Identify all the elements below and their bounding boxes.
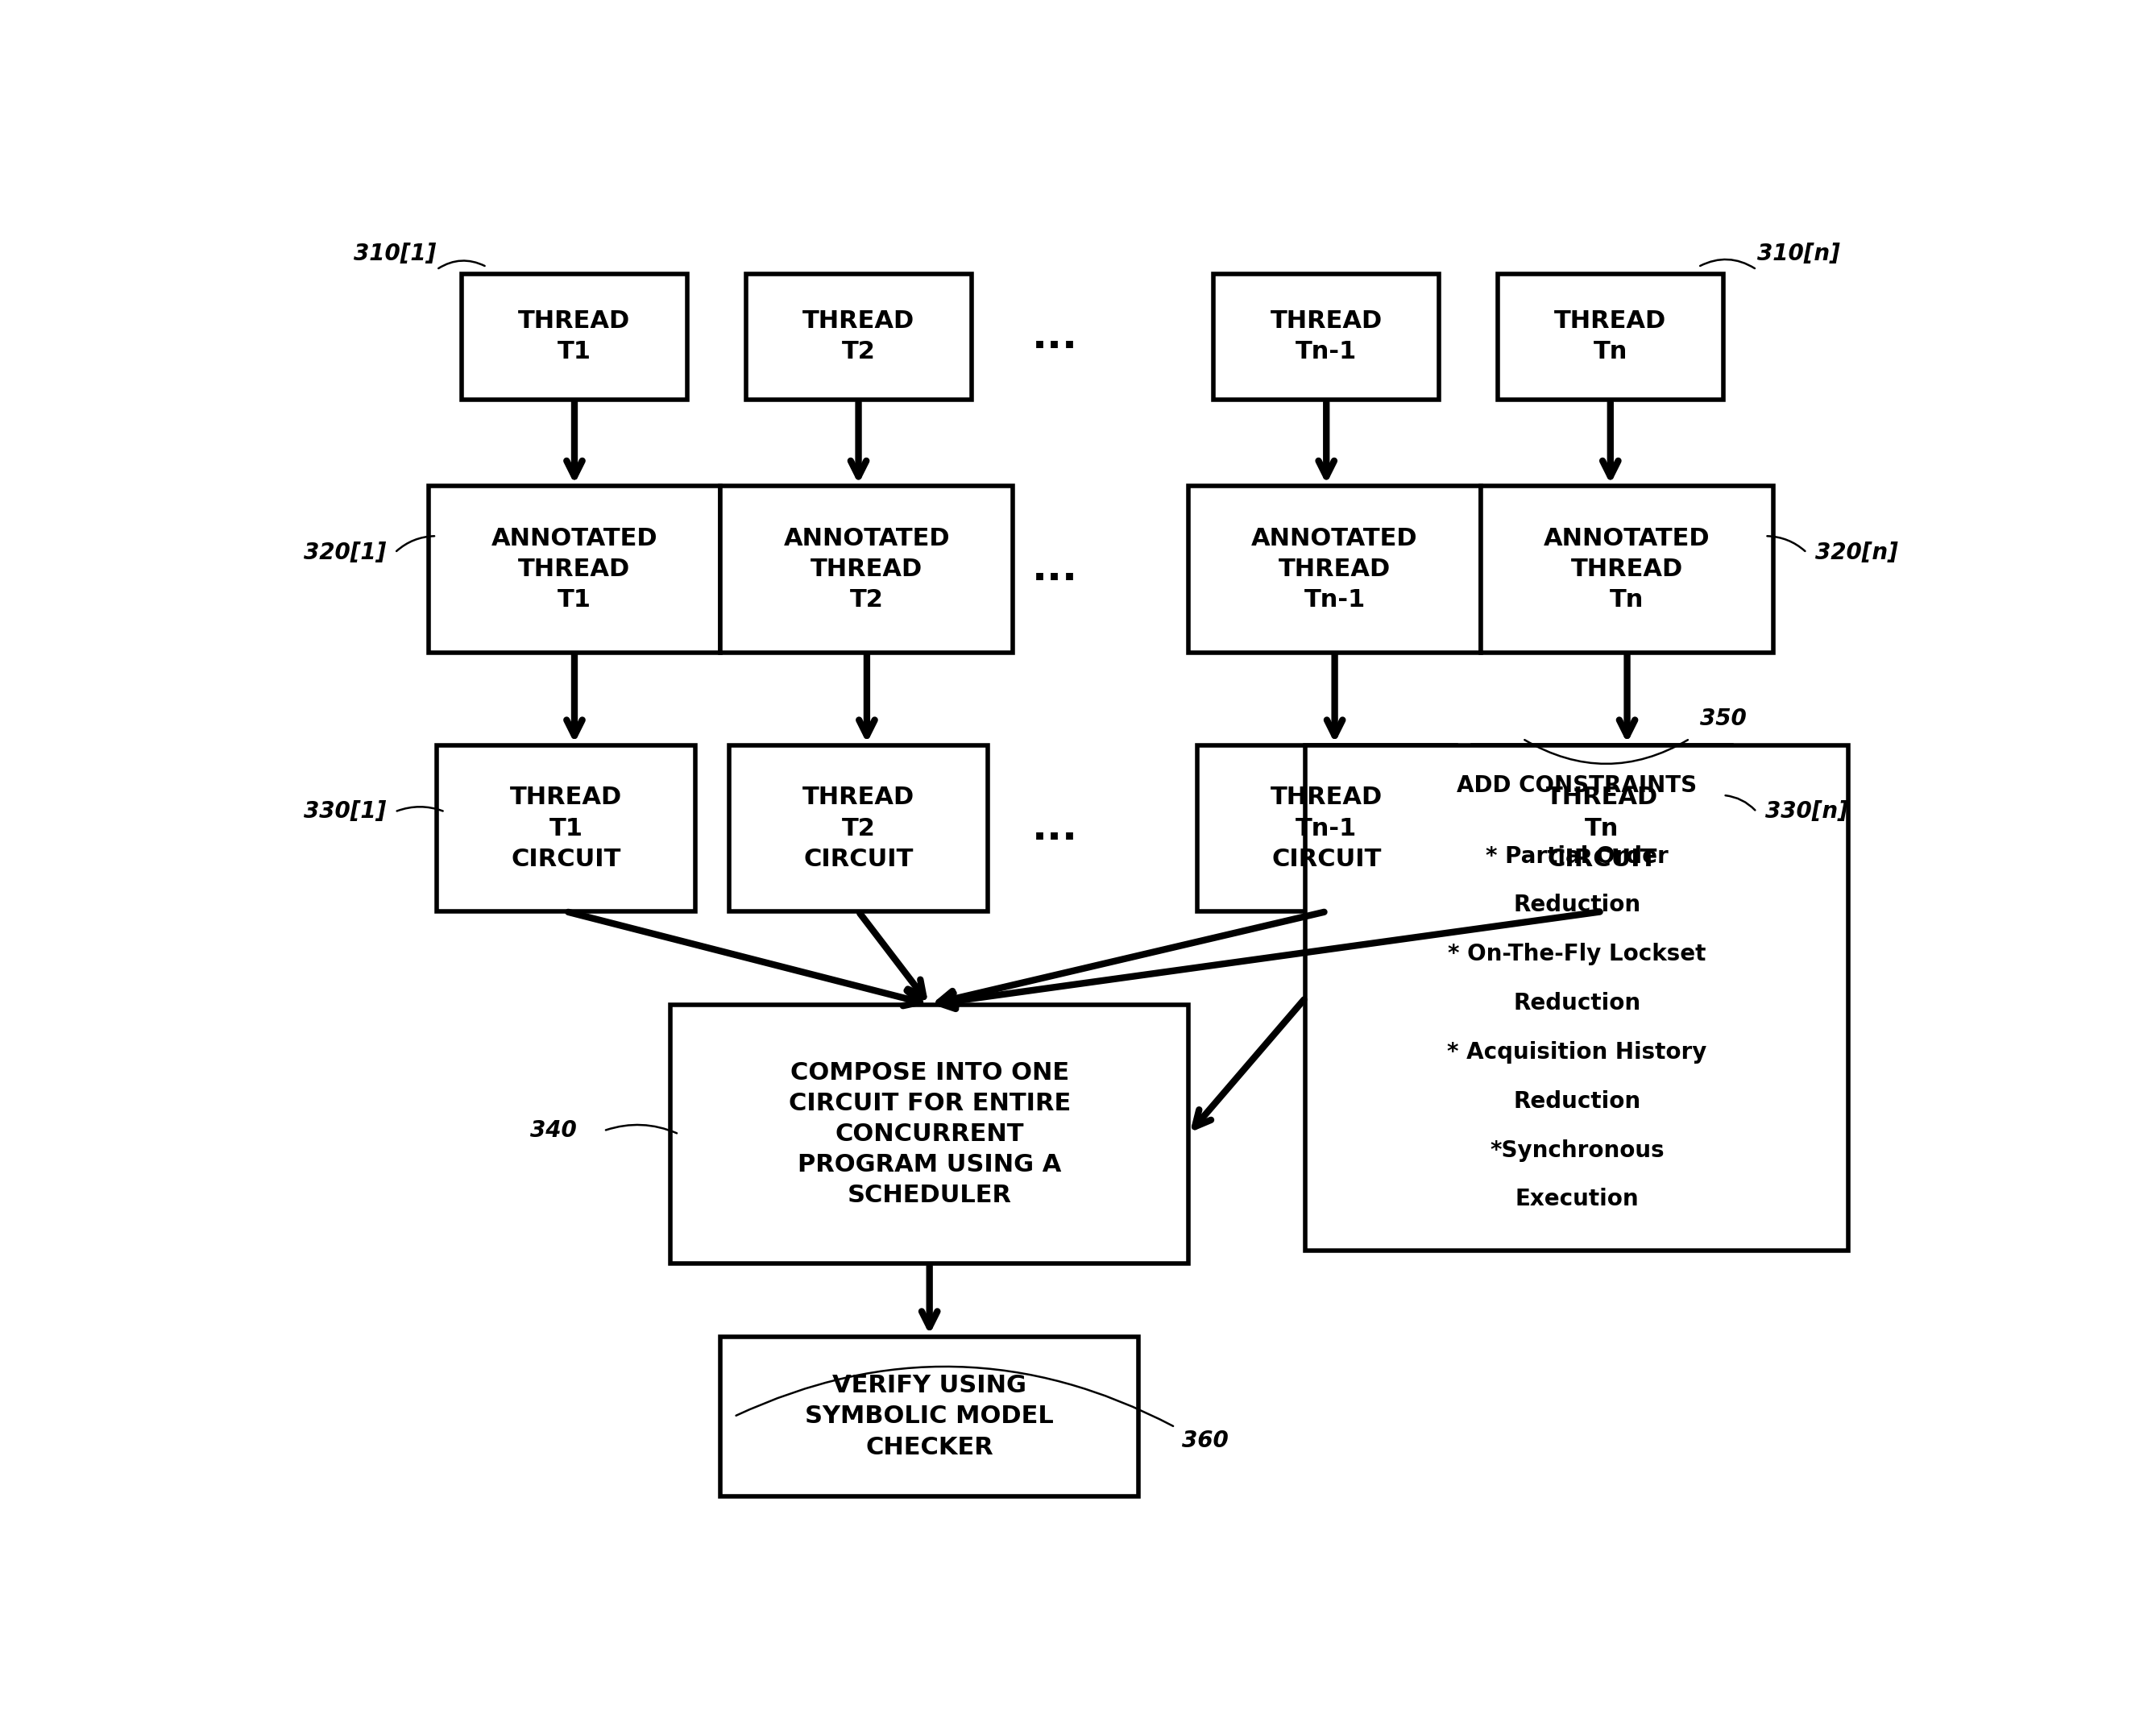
- Text: ADD CONSTRAINTS: ADD CONSTRAINTS: [1457, 773, 1697, 796]
- Text: ANNOTATED
THREAD
T2: ANNOTATED THREAD T2: [783, 526, 951, 611]
- Text: THREAD
T2: THREAD T2: [802, 309, 914, 364]
- FancyBboxPatch shape: [1481, 487, 1774, 652]
- FancyBboxPatch shape: [461, 273, 688, 400]
- FancyBboxPatch shape: [1188, 487, 1481, 652]
- Text: THREAD
T2
CIRCUIT: THREAD T2 CIRCUIT: [802, 785, 914, 872]
- Text: THREAD
Tn-1
CIRCUIT: THREAD Tn-1 CIRCUIT: [1270, 785, 1382, 872]
- FancyBboxPatch shape: [1214, 273, 1440, 400]
- Text: 340: 340: [530, 1120, 578, 1143]
- Text: COMPOSE INTO ONE
CIRCUIT FOR ENTIRE
CONCURRENT
PROGRAM USING A
SCHEDULER: COMPOSE INTO ONE CIRCUIT FOR ENTIRE CONC…: [789, 1061, 1072, 1208]
- FancyBboxPatch shape: [729, 746, 987, 911]
- FancyBboxPatch shape: [1197, 746, 1455, 911]
- Text: *Synchronous: *Synchronous: [1490, 1139, 1664, 1162]
- Text: 310[1]: 310[1]: [354, 242, 436, 264]
- FancyBboxPatch shape: [1498, 273, 1723, 400]
- FancyBboxPatch shape: [436, 746, 696, 911]
- Text: ...: ...: [1033, 318, 1078, 356]
- Text: ...: ...: [1033, 809, 1078, 847]
- Text: 360: 360: [1181, 1429, 1229, 1452]
- Text: 350: 350: [1699, 708, 1746, 730]
- Text: * Partial Order: * Partial Order: [1485, 846, 1669, 868]
- FancyBboxPatch shape: [671, 1005, 1188, 1263]
- FancyBboxPatch shape: [746, 273, 970, 400]
- Text: Reduction: Reduction: [1514, 1091, 1641, 1113]
- Text: THREAD
T1
CIRCUIT: THREAD T1 CIRCUIT: [511, 785, 623, 872]
- Text: 310[n]: 310[n]: [1757, 242, 1839, 264]
- FancyBboxPatch shape: [720, 487, 1013, 652]
- Text: Reduction: Reduction: [1514, 894, 1641, 917]
- FancyBboxPatch shape: [1307, 746, 1848, 1250]
- FancyBboxPatch shape: [429, 487, 720, 652]
- Text: 320[n]: 320[n]: [1815, 542, 1897, 564]
- FancyBboxPatch shape: [1473, 746, 1731, 911]
- Text: VERIFY USING
SYMBOLIC MODEL
CHECKER: VERIFY USING SYMBOLIC MODEL CHECKER: [804, 1374, 1054, 1458]
- Text: ...: ...: [1033, 551, 1078, 589]
- Text: 330[n]: 330[n]: [1766, 801, 1848, 823]
- FancyBboxPatch shape: [720, 1336, 1138, 1496]
- Text: Reduction: Reduction: [1514, 992, 1641, 1015]
- Text: * On-The-Fly Lockset: * On-The-Fly Lockset: [1449, 942, 1705, 965]
- Text: ANNOTATED
THREAD
Tn: ANNOTATED THREAD Tn: [1544, 526, 1710, 611]
- Text: ANNOTATED
THREAD
T1: ANNOTATED THREAD T1: [492, 526, 658, 611]
- Text: 320[1]: 320[1]: [304, 542, 386, 564]
- Text: THREAD
Tn-1: THREAD Tn-1: [1270, 309, 1382, 364]
- Text: 330[1]: 330[1]: [304, 801, 386, 823]
- Text: * Acquisition History: * Acquisition History: [1447, 1041, 1708, 1063]
- Text: THREAD
T1: THREAD T1: [517, 309, 630, 364]
- Text: THREAD
Tn: THREAD Tn: [1554, 309, 1667, 364]
- Text: Execution: Execution: [1516, 1187, 1639, 1210]
- Text: ANNOTATED
THREAD
Tn-1: ANNOTATED THREAD Tn-1: [1250, 526, 1419, 611]
- Text: THREAD
Tn
CIRCUIT: THREAD Tn CIRCUIT: [1546, 785, 1658, 872]
